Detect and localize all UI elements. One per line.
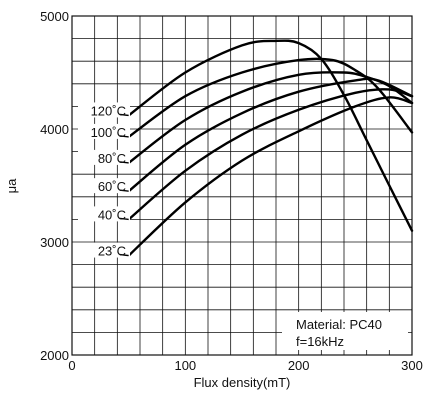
annotation-material: Material: PC40: [296, 317, 382, 332]
series-line: [127, 39, 414, 232]
y-tick-label: 4000: [40, 122, 69, 137]
series-line: [127, 71, 414, 165]
series-label-bg: [78, 206, 130, 222]
y-tick-label: 5000: [40, 9, 69, 24]
series-label-leader: [119, 253, 129, 257]
y-axis-label: μa: [4, 178, 19, 193]
series-line: [127, 57, 414, 139]
series-label-bg: [78, 242, 130, 258]
y-tick-label: 3000: [40, 235, 69, 250]
series-label-leader: [119, 113, 129, 117]
series-label: 100˚C: [91, 125, 126, 140]
series-line: [127, 88, 414, 221]
series-label: 23˚C: [98, 244, 126, 259]
x-tick-label: 0: [68, 358, 75, 373]
series-label-leader: [119, 189, 129, 192]
series-label-bg: [78, 102, 130, 118]
series-label: 60˚C: [98, 179, 126, 194]
series-label-leader: [119, 161, 129, 164]
x-tick-label: 100: [174, 358, 196, 373]
series-labels: 120˚C 100˚C 80˚C 60˚C 40˚C 23˚C: [78, 102, 130, 259]
x-axis-label: Flux density(mT): [194, 375, 291, 390]
plot-frame: [71, 15, 413, 356]
annotation-frequency: f=16kHz: [296, 334, 344, 349]
y-tick-label: 2000: [40, 348, 69, 363]
series-label-leader: [119, 217, 129, 221]
series-line: [127, 77, 414, 193]
series-lines: [127, 39, 414, 257]
x-tick-label: 300: [401, 358, 423, 373]
annotation-box: [282, 312, 408, 350]
series-label: 40˚C: [98, 207, 126, 222]
series-label-bg: [78, 178, 130, 194]
series-label: 80˚C: [98, 151, 126, 166]
series-label-bg: [78, 123, 130, 139]
series-label-bg: [78, 149, 130, 165]
series-label: 120˚C: [91, 103, 126, 118]
series-line: [127, 96, 414, 257]
series-label-leader: [119, 135, 129, 138]
tick-labels: 0 100 200 300 2000 3000 4000 5000: [40, 9, 423, 373]
x-tick-label: 200: [288, 358, 310, 373]
